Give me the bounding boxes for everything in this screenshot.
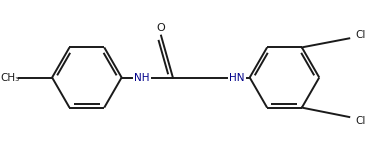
Text: Cl: Cl xyxy=(356,116,366,126)
Text: HN: HN xyxy=(229,73,245,82)
Text: NH: NH xyxy=(134,73,150,82)
Text: O: O xyxy=(156,23,165,33)
Text: Cl: Cl xyxy=(356,30,366,40)
Text: CH₃: CH₃ xyxy=(0,73,20,82)
